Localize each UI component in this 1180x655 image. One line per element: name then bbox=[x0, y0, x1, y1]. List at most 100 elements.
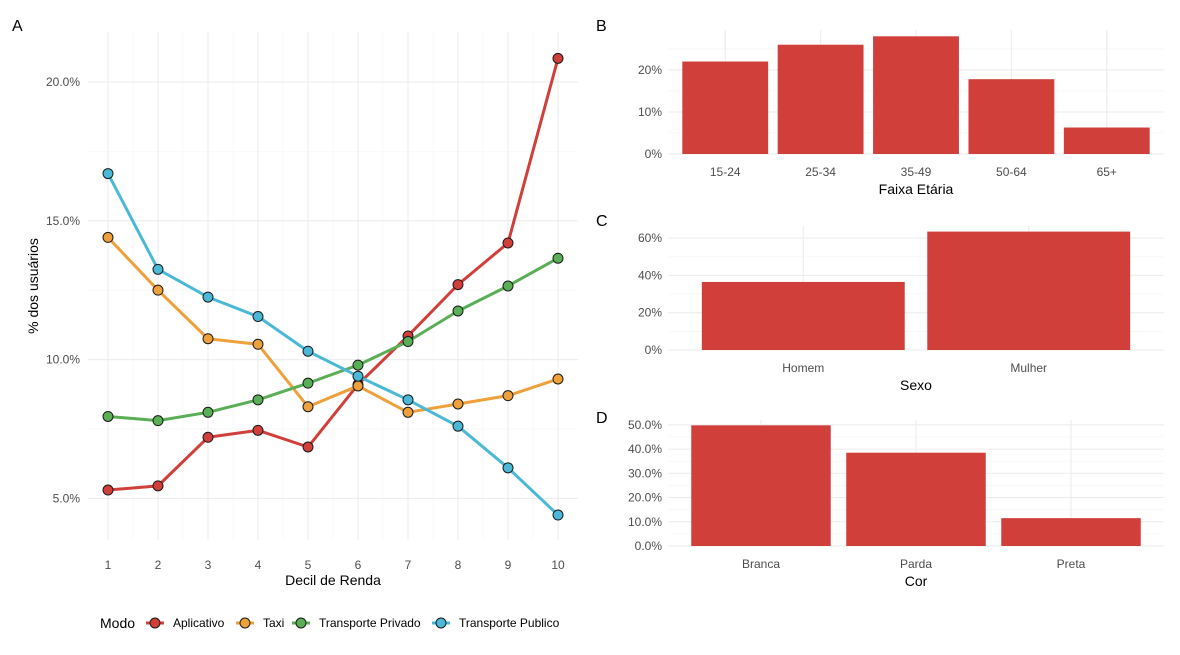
bar-65+ bbox=[1063, 127, 1150, 154]
data-point-transporte-privado bbox=[252, 394, 264, 406]
x-tick-label: 2 bbox=[155, 558, 162, 572]
data-point-transporte-privado bbox=[452, 305, 464, 317]
y-tick-label: 40% bbox=[638, 268, 662, 282]
data-point-taxi bbox=[352, 380, 364, 392]
legend-key-point bbox=[239, 617, 251, 629]
y-tick-label: 20% bbox=[638, 306, 662, 320]
data-point-aplicativo bbox=[452, 279, 464, 291]
legend-key-point bbox=[435, 617, 447, 629]
x-tick-label: 5 bbox=[305, 558, 312, 572]
x-tick-label: 65+ bbox=[1097, 165, 1117, 179]
data-point-aplicativo bbox=[502, 237, 514, 249]
data-point-transporte-publico bbox=[552, 509, 564, 521]
data-point-taxi bbox=[252, 338, 264, 350]
data-point-transporte-publico bbox=[502, 462, 514, 474]
y-tick-label: 50.0% bbox=[628, 418, 662, 432]
y-tick-label: 0% bbox=[645, 343, 663, 357]
y-tick-label: 15.0% bbox=[46, 214, 80, 228]
bar-chart-sex: 0% 20% 40% 60% Homem Mulher Sexo bbox=[638, 226, 1164, 393]
y-tick-label: 20.0% bbox=[46, 75, 80, 89]
data-point-transporte-publico bbox=[252, 311, 264, 323]
legend-key-point bbox=[149, 617, 161, 629]
data-point-taxi bbox=[152, 284, 164, 296]
legend-label: Aplicativo bbox=[173, 616, 225, 630]
data-point-aplicativo bbox=[252, 424, 264, 436]
series-line-aplicativo bbox=[107, 57, 560, 492]
data-point-transporte-privado bbox=[352, 359, 364, 371]
data-point-transporte-publico bbox=[452, 420, 464, 432]
data-point-transporte-publico bbox=[352, 370, 364, 382]
data-point-transporte-privado bbox=[552, 252, 564, 264]
y-tick-label: 20.0% bbox=[628, 491, 662, 505]
x-tick-label: Homem bbox=[782, 361, 824, 375]
line-chart-income-decile: 5.0% 10.0% 15.0% 20.0% 1 2 3 4 5 6 7 8 9 10 Decil de R… bbox=[25, 32, 578, 588]
data-point-taxi bbox=[502, 390, 514, 402]
y-tick-label: 10.0% bbox=[628, 515, 662, 529]
y-tick-label: 20% bbox=[638, 63, 662, 77]
legend-label: Taxi bbox=[263, 616, 284, 630]
y-tick-label: 10.0% bbox=[46, 353, 80, 367]
data-point-transporte-publico bbox=[402, 394, 414, 406]
x-axis-title: Faixa Etária bbox=[879, 181, 954, 197]
series-line-transporte-privado bbox=[107, 256, 559, 423]
x-tick-label: Preta bbox=[1057, 557, 1086, 571]
x-tick-label: 3 bbox=[205, 558, 212, 572]
x-tick-label: 10 bbox=[551, 558, 565, 572]
legend-label: Transporte Publico bbox=[459, 616, 560, 630]
x-axis-title: Sexo bbox=[900, 377, 932, 393]
y-tick-label: 60% bbox=[638, 231, 662, 245]
bar-35-49 bbox=[873, 36, 959, 154]
legend-title: Modo bbox=[100, 615, 135, 631]
legend-key-point bbox=[295, 617, 307, 629]
data-point-taxi bbox=[452, 398, 464, 410]
bar-mulher bbox=[927, 231, 1131, 350]
x-tick-label: 1 bbox=[105, 558, 112, 572]
bar-50-64 bbox=[968, 79, 1055, 154]
y-tick-label: 0.0% bbox=[635, 539, 663, 553]
x-axis-title: Decil de Renda bbox=[285, 572, 381, 588]
data-point-taxi bbox=[202, 333, 214, 345]
x-tick-label: Mulher bbox=[1010, 361, 1047, 375]
legend-label: Transporte Privado bbox=[319, 616, 421, 630]
panel-label-d: D bbox=[596, 410, 608, 427]
y-tick-label: 10% bbox=[638, 105, 662, 119]
data-point-transporte-publico bbox=[152, 263, 164, 275]
data-point-taxi bbox=[552, 373, 564, 385]
x-axis-title: Cor bbox=[905, 573, 928, 589]
x-tick-label: 7 bbox=[405, 558, 412, 572]
y-tick-label: 40.0% bbox=[628, 442, 662, 456]
x-tick-label: 50-64 bbox=[996, 165, 1027, 179]
data-point-transporte-publico bbox=[302, 345, 314, 357]
x-tick-label: 4 bbox=[255, 558, 262, 572]
bar-chart-race: 0.0% 10.0% 20.0% 30.0% 40.0% 50.0% Branca Parda… bbox=[628, 418, 1164, 589]
data-point-aplicativo bbox=[202, 431, 214, 443]
data-point-transporte-privado bbox=[402, 336, 414, 348]
data-point-transporte-privado bbox=[102, 410, 114, 422]
x-tick-label: 8 bbox=[455, 558, 462, 572]
data-point-aplicativo bbox=[152, 480, 164, 492]
bar-preta bbox=[1001, 518, 1141, 546]
data-point-taxi bbox=[402, 406, 414, 418]
legend: Modo Aplicativo Taxi Transporte Privado Tran… bbox=[100, 615, 560, 631]
bar-parda bbox=[846, 452, 986, 546]
x-tick-label: 6 bbox=[355, 558, 362, 572]
y-tick-label: 0% bbox=[645, 147, 663, 161]
data-point-transporte-privado bbox=[152, 415, 164, 427]
x-tick-label: Branca bbox=[742, 557, 780, 571]
data-point-taxi bbox=[102, 231, 114, 243]
data-point-transporte-publico bbox=[202, 291, 214, 303]
x-tick-label: 9 bbox=[505, 558, 512, 572]
x-tick-label: 35-49 bbox=[901, 165, 932, 179]
data-point-taxi bbox=[302, 401, 314, 413]
x-tick-label: 25-34 bbox=[805, 165, 836, 179]
x-tick-label: 15-24 bbox=[710, 165, 741, 179]
bar-25-34 bbox=[777, 44, 864, 154]
panel-label-a: A bbox=[12, 18, 23, 35]
panel-label-b: B bbox=[596, 18, 607, 35]
panel-label-c: C bbox=[596, 213, 608, 230]
bar-chart-age-group: 0% 10% 20% 15-24 25-34 35-49 50-64 65+ Faixa Etá… bbox=[638, 30, 1164, 197]
series-line-transporte-publico bbox=[106, 172, 560, 517]
y-tick-label: 30.0% bbox=[628, 466, 662, 480]
bar-15-24 bbox=[682, 61, 769, 155]
